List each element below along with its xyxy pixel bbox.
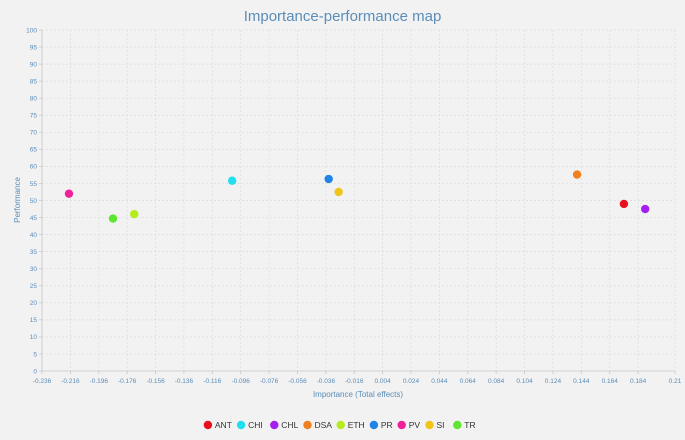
data-point-tr[interactable] [108,214,118,223]
x-tick-label: 0.044 [431,378,448,385]
y-axis-ticks: 0 5 10 15 20 25 30 35 40 45 50 55 60 65 70 75 80 85 90 95 10… [26,27,42,375]
legend-marker [336,420,345,430]
y-tick-label: 100 [26,27,37,34]
x-tick-label: 0.124 [545,378,562,385]
y-tick-label: 60 [30,164,38,171]
legend-marker [270,420,279,430]
y-tick-label: 95 [30,44,38,51]
x-tick-label: 0.104 [516,378,533,385]
y-tick-label: 45 [30,215,38,222]
legend-marker [203,420,213,430]
y-axis-title: Performance [13,177,22,223]
y-tick-label: 85 [30,78,38,85]
x-tick-label: -0.116 [203,378,221,385]
x-axis-title: Importance (Total effects) [313,390,403,399]
x-axis-ticks: -0.236 -0.216 -0.196 -0.176 -0.156 -0.136 -0.1… [33,371,682,385]
legend-label: ANT [215,420,232,430]
legend-item-dsa[interactable]: DSA [303,420,332,430]
legend-marker [236,420,246,430]
legend-marker [303,420,312,430]
legend: ANT CHI CHL DSA ETH PR PV SI TR [203,420,476,430]
y-tick-label: 80 [30,96,38,103]
legend-marker [397,420,406,430]
legend-label: TR [464,420,475,430]
y-tick-label: 35 [30,249,38,256]
y-tick-label: 30 [30,266,38,273]
legend-item-tr[interactable]: TR [453,420,476,430]
x-tick-label: -0.236 [33,378,52,385]
y-tick-label: 40 [30,232,38,239]
legend-item-pr[interactable]: PR [369,420,393,430]
legend-item-chl[interactable]: CHL [270,420,299,430]
grid [42,29,676,371]
chart-title: Importance-performance map [244,8,442,25]
y-tick-label: 25 [30,283,38,290]
data-point-si[interactable] [334,187,343,197]
legend-label: ETH [348,420,365,430]
x-tick-label: -0.156 [146,378,165,385]
x-tick-label: -0.016 [345,378,364,385]
y-tick-label: 65 [30,147,38,154]
x-tick-label: -0.196 [90,378,109,385]
data-point-pr[interactable] [324,174,333,184]
x-tick-label: 0.004 [374,378,391,385]
x-tick-label: -0.076 [260,378,279,385]
y-tick-label: 10 [30,334,38,341]
data-point-ant[interactable] [619,199,629,209]
legend-label: PV [409,420,421,430]
y-tick-label: 55 [30,181,38,188]
y-tick-label: 50 [30,198,38,205]
y-tick-label: 20 [30,300,38,307]
x-tick-label: 0.21 [669,378,682,385]
legend-marker [453,420,462,430]
x-tick-label: -0.096 [231,378,250,385]
legend-label: CHL [281,420,298,430]
y-tick-label: 75 [30,113,38,120]
x-tick-label: -0.136 [175,378,194,385]
y-tick-label: 15 [30,317,38,324]
data-point-chl[interactable] [640,204,650,214]
data-point-chi[interactable] [227,176,237,185]
legend-item-eth[interactable]: ETH [336,420,365,430]
legend-label: CHI [248,420,263,430]
data-point-pv[interactable] [64,189,74,198]
legend-marker [425,420,434,430]
legend-item-chi[interactable]: CHI [236,420,263,430]
x-tick-label: 0.064 [460,378,477,385]
data-point-eth[interactable] [130,209,139,219]
y-tick-label: 70 [30,130,38,137]
legend-label: DSA [315,420,333,430]
x-tick-label: 0.024 [403,378,420,385]
legend-item-pv[interactable]: PV [397,420,421,430]
legend-label: PR [381,420,393,430]
y-tick-label: 0 [33,368,37,375]
y-tick-label: 90 [30,61,38,68]
x-tick-label: 0.144 [573,378,590,385]
x-tick-label: -0.056 [288,378,307,385]
data-point-dsa[interactable] [572,170,582,179]
legend-item-si[interactable]: SI [425,420,445,430]
data-points [64,170,650,223]
x-tick-label: 0.184 [630,378,647,385]
x-tick-label: 0.084 [488,378,505,385]
legend-item-ant[interactable]: ANT [203,420,232,430]
x-tick-label: -0.036 [317,378,336,385]
x-tick-label: -0.176 [118,378,137,385]
x-tick-label: 0.164 [602,378,619,385]
legend-marker [369,420,379,430]
x-tick-label: -0.216 [61,378,80,385]
y-tick-label: 5 [33,351,37,358]
legend-label: SI [437,420,445,430]
